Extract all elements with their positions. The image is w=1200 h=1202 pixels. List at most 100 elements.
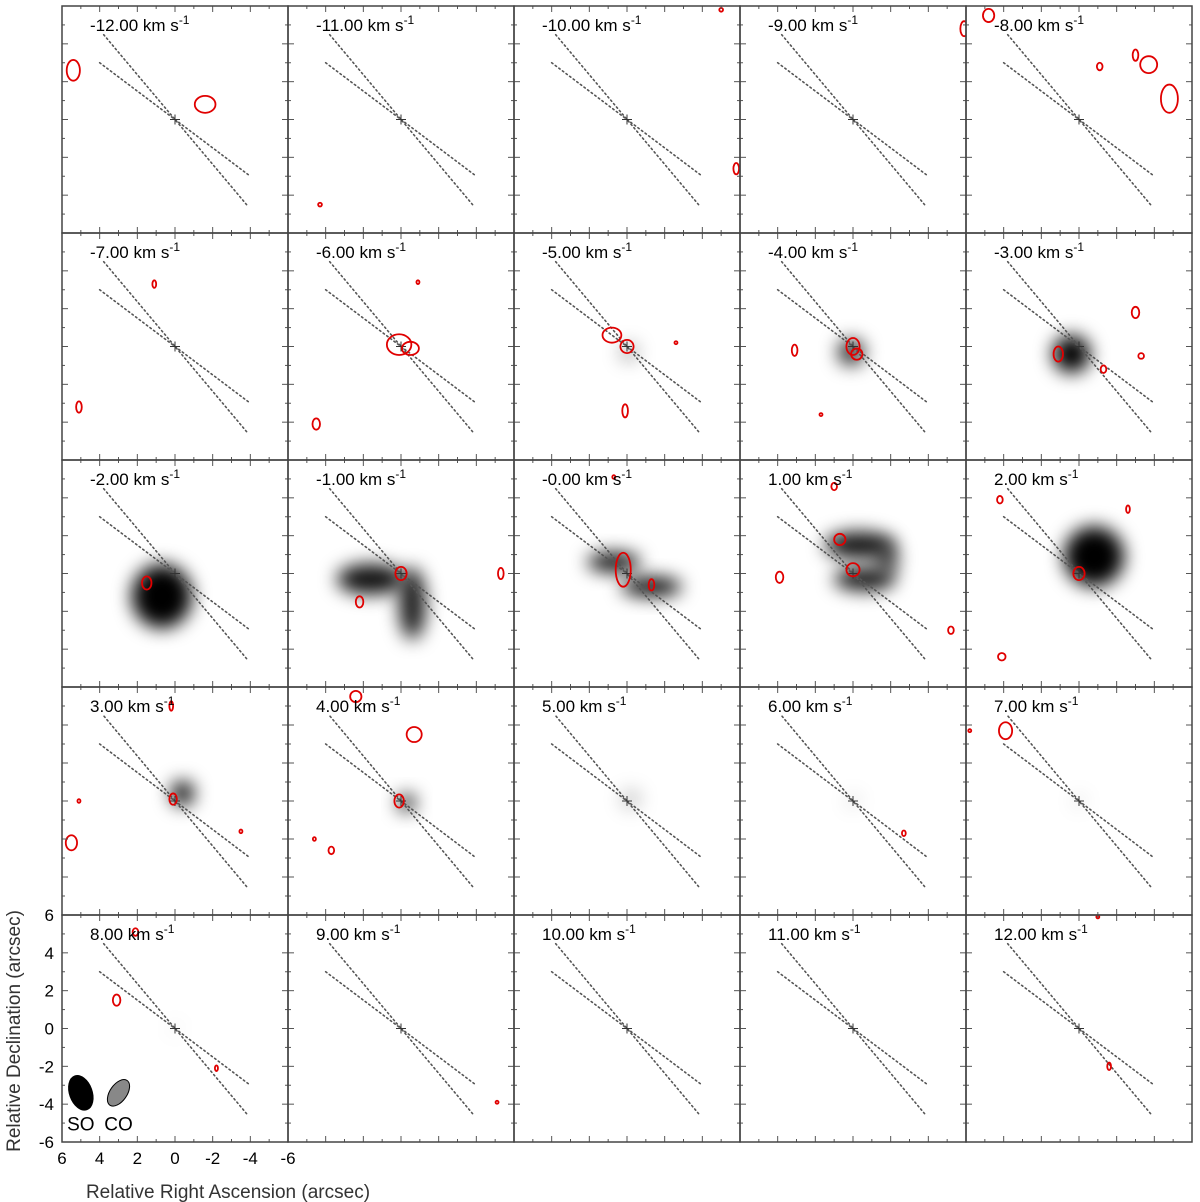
y-tick-label: -4 xyxy=(39,1095,54,1114)
red-contour xyxy=(141,575,153,591)
red-contour xyxy=(621,403,629,419)
center-cross-marker xyxy=(1074,568,1084,579)
grayscale-emission xyxy=(1052,335,1091,373)
panel-content xyxy=(24,0,252,206)
panel-content xyxy=(776,942,930,1115)
velocity-label: -12.00 km s-1 xyxy=(90,13,190,35)
velocity-label: 8.00 km s-1 xyxy=(90,922,175,944)
dotted-axis-line xyxy=(554,942,700,1115)
red-contour xyxy=(111,993,122,1007)
red-contour xyxy=(394,566,408,581)
red-contour xyxy=(24,0,39,30)
dotted-axis-line xyxy=(554,487,700,660)
dotted-axis-line xyxy=(1006,260,1152,433)
red-contour xyxy=(405,726,423,743)
dotted-axis-line xyxy=(102,942,248,1115)
panel-content xyxy=(324,942,500,1115)
x-tick-label: -2 xyxy=(205,1149,220,1168)
channel-panel: 2.00 km s-1 xyxy=(965,459,1193,688)
beam-ellipse xyxy=(68,1075,94,1111)
velocity-unit-exponent: -1 xyxy=(164,922,175,936)
red-contour xyxy=(1125,504,1131,514)
channel-panel: -4.00 km s-1 xyxy=(739,232,967,461)
panel-content xyxy=(311,260,478,433)
red-contour xyxy=(354,595,365,609)
red-contour xyxy=(311,417,321,431)
y-tick-label: 4 xyxy=(45,944,54,963)
center-cross-marker xyxy=(170,341,180,352)
dotted-axis-line xyxy=(328,33,474,206)
x-axis-title: Relative Right Ascension (arcsec) xyxy=(86,1182,370,1202)
red-contour xyxy=(76,798,82,804)
y-tick-label: 2 xyxy=(45,982,54,1001)
red-contour xyxy=(151,279,158,289)
velocity-label: -7.00 km s-1 xyxy=(90,240,180,262)
red-contour xyxy=(947,625,955,635)
channel-panel: 11.00 km s-1 xyxy=(739,914,967,1143)
panel-content xyxy=(75,260,252,433)
red-contour xyxy=(830,481,838,492)
panel-content xyxy=(317,33,478,208)
velocity-unit-exponent: -1 xyxy=(1073,240,1084,254)
dotted-axis-line xyxy=(1006,942,1152,1115)
panel-ticks xyxy=(965,914,1193,1143)
dotted-axis-line xyxy=(102,33,248,206)
velocity-label: -10.00 km s-1 xyxy=(542,13,642,35)
red-contour xyxy=(967,728,973,734)
panel-content xyxy=(324,487,505,660)
red-contour xyxy=(131,927,140,937)
velocity-label: -5.00 km s-1 xyxy=(542,240,632,262)
panel-content xyxy=(1002,260,1156,433)
red-contour xyxy=(850,347,864,361)
red-contour xyxy=(732,162,740,176)
center-cross-marker xyxy=(1074,796,1084,806)
dotted-axis-line xyxy=(1006,487,1152,660)
channel-panel: -7.00 km s-1 xyxy=(61,232,289,461)
velocity-label: -9.00 km s-1 xyxy=(768,13,858,35)
dotted-axis-line xyxy=(780,942,926,1115)
channel-panel: -12.00 km s-1 xyxy=(24,0,289,234)
red-contour xyxy=(614,551,632,588)
panel-content xyxy=(550,942,704,1115)
panel-content xyxy=(550,6,740,206)
dotted-axis-line xyxy=(328,942,474,1115)
velocity-label: -6.00 km s-1 xyxy=(316,240,406,262)
center-cross-marker xyxy=(170,114,180,125)
red-contour xyxy=(790,343,799,357)
channel-panel: 4.00 km s-1 xyxy=(287,686,515,916)
center-cross-marker xyxy=(848,114,858,125)
red-contour xyxy=(64,834,78,852)
channel-panel: -9.00 km s-1 xyxy=(739,5,967,234)
dotted-axis-line xyxy=(328,260,474,433)
velocity-label: 12.00 km s-1 xyxy=(994,922,1088,944)
velocity-unit-exponent: -1 xyxy=(169,240,180,254)
velocity-unit-exponent: -1 xyxy=(390,694,401,708)
dotted-axis-line xyxy=(328,714,474,888)
grayscale-emission xyxy=(131,564,192,629)
red-contour xyxy=(401,340,420,356)
y-axis-title: Relative Declination (arcsec) xyxy=(4,910,25,1152)
panel-content xyxy=(311,689,478,888)
channel-panel: 5.00 km s-1 xyxy=(513,686,741,916)
y-tick-label: 0 xyxy=(45,1020,54,1039)
grayscale-emission xyxy=(399,567,426,640)
x-tick-label: -6 xyxy=(280,1149,295,1168)
red-contour xyxy=(982,7,996,23)
dotted-axis-line xyxy=(102,260,248,433)
grayscale-emission xyxy=(834,567,895,591)
channel-panel: -3.00 km s-1 xyxy=(965,232,1193,461)
red-contour xyxy=(497,566,505,581)
red-contour xyxy=(1139,55,1159,75)
velocity-unit-exponent: -1 xyxy=(179,13,190,27)
velocity-label: -11.00 km s-1 xyxy=(316,13,415,35)
velocity-label: 6.00 km s-1 xyxy=(768,694,853,716)
channel-panel: 1.00 km s-1 xyxy=(739,459,967,688)
velocity-label: 2.00 km s-1 xyxy=(994,467,1079,489)
red-contour xyxy=(611,474,617,480)
panel-content xyxy=(64,700,252,888)
velocity-unit-exponent: -1 xyxy=(842,694,853,708)
dotted-axis-line xyxy=(554,260,700,433)
velocity-label: -4.00 km s-1 xyxy=(768,240,858,262)
velocity-unit-exponent: -1 xyxy=(1068,467,1079,481)
red-contour xyxy=(317,201,323,208)
